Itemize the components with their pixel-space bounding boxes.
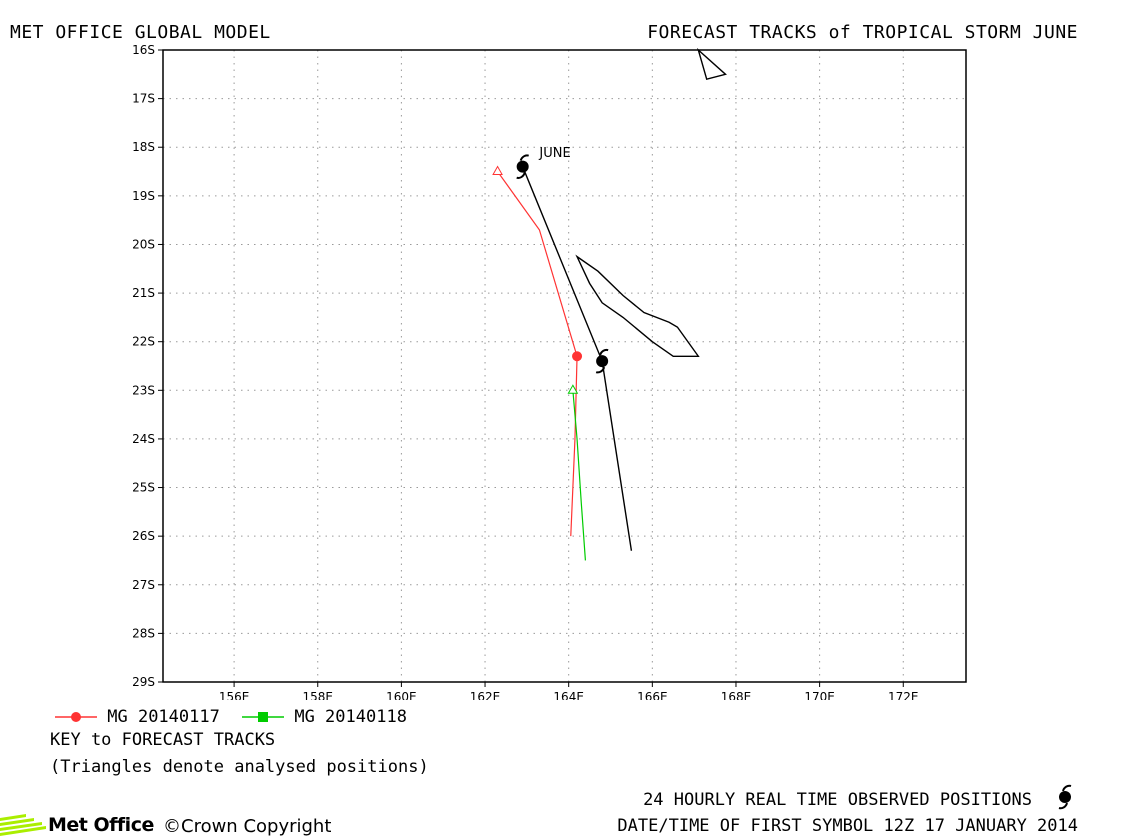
tick-label-lon: 170E: [804, 690, 835, 700]
cyclone-symbol-icon: [1058, 784, 1072, 810]
tick-label-lon: 168E: [721, 690, 752, 700]
cyclone-symbol-arm: [595, 366, 606, 374]
legend: MG 20140117 MG 20140118: [55, 707, 419, 727]
forecast-track-line: [572, 390, 587, 561]
header-left-title: MET OFFICE GLOBAL MODEL: [10, 22, 271, 43]
tick-label-lon: 160E: [386, 690, 417, 700]
map-frame: [162, 49, 967, 683]
track-lines: [497, 166, 633, 561]
legend-item-mg-20140118: MG 20140118: [242, 707, 407, 727]
tick-label-lat: 16S: [132, 43, 155, 57]
tick-label-lat: 25S: [132, 481, 155, 495]
forecast-start-marker: [572, 351, 583, 362]
tick-label-lat: 27S: [132, 578, 155, 592]
tick-label-lat: 26S: [132, 529, 155, 543]
legend-label: MG 20140118: [294, 707, 407, 727]
analysed-position-triangle: [567, 384, 579, 394]
storm-name-label: JUNE: [538, 146, 570, 161]
cyclone-symbol-core: [516, 160, 529, 173]
legend-square-marker-icon: [242, 712, 285, 722]
tick-label-lon: 156E: [219, 690, 250, 700]
tick-label-lat: 29S: [132, 675, 155, 689]
cyclone-symbol-icon: [595, 348, 609, 374]
met-office-logo-mark-icon: [0, 814, 46, 836]
land-outline: [575, 254, 700, 357]
tick-label-lat: 17S: [132, 92, 155, 106]
tick-label-lon: 172E: [888, 690, 919, 700]
observed-positions-text: 24 HOURLY REAL TIME OBSERVED POSITIONS: [643, 790, 1032, 810]
cyclone-symbol-arm: [516, 172, 526, 179]
tick-label-lat: 24S: [132, 432, 155, 446]
tick-label-lat: 22S: [132, 335, 155, 349]
forecast-track-line: [497, 171, 578, 537]
grid-lines: [163, 50, 966, 682]
tick-label-lat: 19S: [132, 189, 155, 203]
legend-circle-marker-icon: [55, 712, 97, 722]
tick-label-lon: 162E: [470, 690, 501, 700]
forecast-track-map: 156E 158E 160E 162E 164E 166E 168E 170E 172E 16S 1…: [132, 43, 967, 700]
tick-label-lon: 164E: [553, 690, 584, 700]
met-office-logo: Met Office: [0, 812, 154, 838]
cyclone-symbol-arm: [519, 154, 529, 162]
tick-label-lon: 158E: [302, 690, 333, 700]
axis-labels: 156E 158E 160E 162E 164E 166E 168E 170E 172E 16S 1…: [132, 43, 918, 700]
tick-label-lat: 18S: [132, 140, 155, 154]
analysed-position-triangle: [492, 165, 503, 176]
tick-label-lon: 166E: [637, 690, 668, 700]
legend-item-mg-20140117: MG 20140117: [55, 707, 220, 727]
legend-label: MG 20140117: [107, 707, 220, 727]
tick-label-lat: 21S: [132, 286, 155, 300]
track-markers: [492, 154, 609, 394]
header-right-title: FORECAST TRACKS of TROPICAL STORM JUNE: [647, 22, 1078, 43]
first-symbol-datetime: DATE/TIME OF FIRST SYMBOL 12Z 17 JANUARY…: [617, 816, 1078, 836]
land-outlines: [575, 47, 727, 357]
land-outline: [696, 47, 727, 81]
tick-label-lat: 23S: [132, 383, 155, 397]
key-note: (Triangles denote analysed positions): [50, 757, 429, 777]
cyclone-symbol-arm: [599, 348, 609, 356]
copyright-text: ©Crown Copyright: [163, 816, 332, 837]
key-title: KEY to FORECAST TRACKS: [50, 730, 276, 750]
tick-label-lat: 20S: [132, 237, 155, 251]
tick-label-lat: 28S: [132, 626, 155, 640]
cyclone-symbol-core: [596, 355, 609, 368]
cyclone-symbol-icon: [516, 154, 529, 179]
met-office-logo-text: Met Office: [48, 814, 154, 836]
